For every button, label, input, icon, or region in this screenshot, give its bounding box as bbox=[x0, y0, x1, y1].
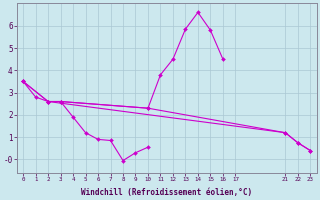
X-axis label: Windchill (Refroidissement éolien,°C): Windchill (Refroidissement éolien,°C) bbox=[81, 188, 252, 197]
